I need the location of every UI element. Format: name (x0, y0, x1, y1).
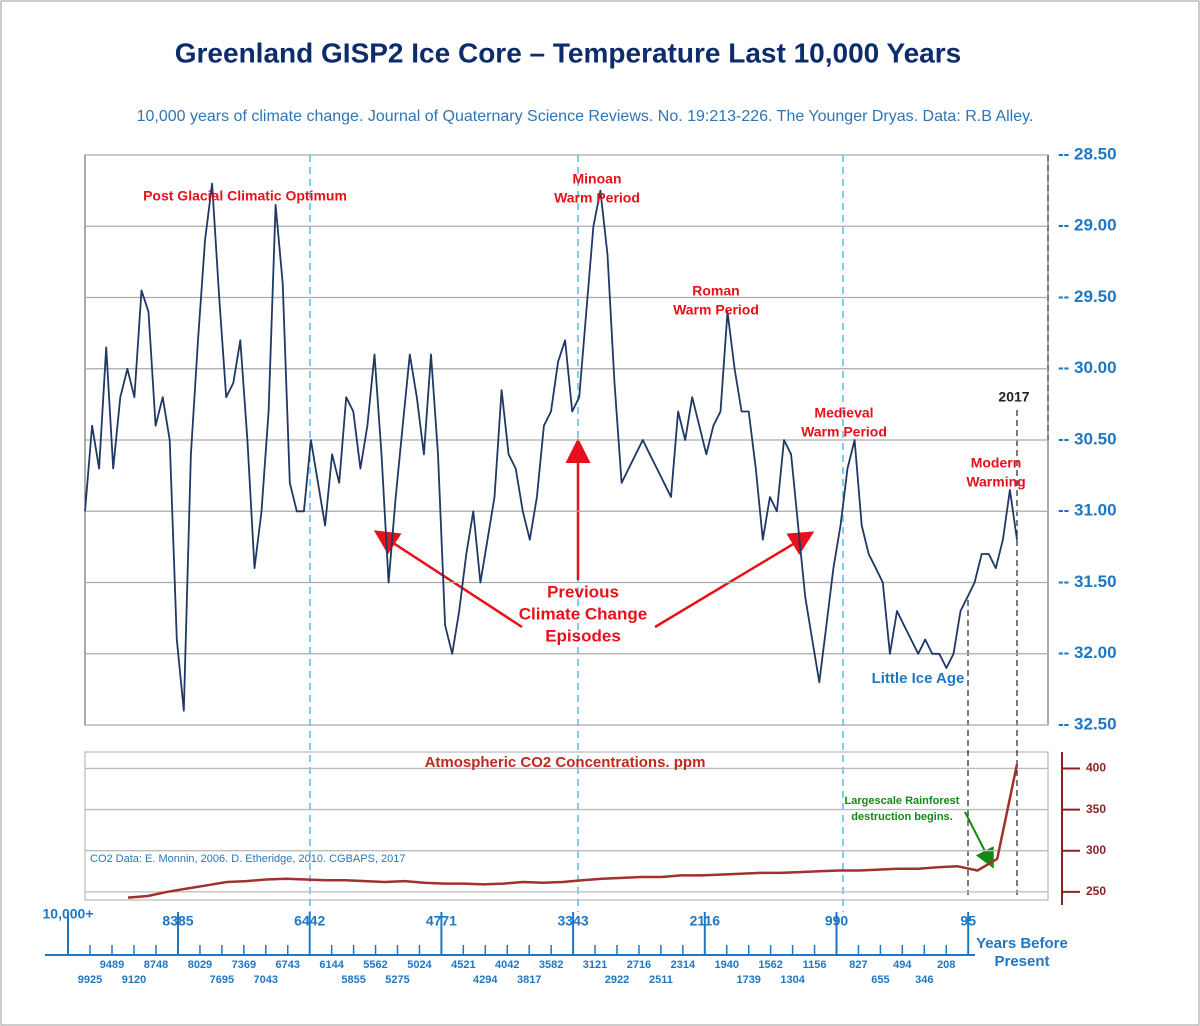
x-minor-label: 7043 (254, 974, 278, 986)
x-tick-label: 6442 (294, 913, 325, 929)
y-tick-label: 300 (1086, 843, 1106, 857)
x-minor-label: 5024 (407, 959, 432, 971)
x-tick-label: 2116 (690, 913, 721, 929)
x-minor-label: 9925 (78, 974, 102, 986)
x-minor-label: 3817 (517, 974, 541, 986)
x-minor-label: 5275 (385, 974, 409, 986)
x-minor-label: 208 (937, 959, 955, 971)
y-tick-label: -- 31.50 (1058, 572, 1117, 591)
annotation: destruction begins. (851, 811, 952, 823)
x-minor-label: 7695 (210, 974, 234, 986)
annotation: Warm Period (673, 302, 759, 318)
annotation: Roman (692, 283, 739, 299)
x-minor-label: 3582 (539, 959, 563, 971)
x-axis-label: Years Before (976, 935, 1068, 952)
y-tick-label: -- 32.00 (1058, 643, 1117, 662)
data-line (84, 182, 1018, 712)
y-tick-label: 350 (1086, 802, 1106, 816)
x-tick-label: 3343 (558, 913, 589, 929)
annotation: Warming (966, 474, 1025, 490)
y-tick-label: -- 31.00 (1058, 501, 1117, 520)
x-minor-label: 1940 (715, 959, 739, 971)
rainforest-arrow (964, 811, 994, 869)
chart-title: Greenland GISP2 Ice Core – Temperature L… (175, 37, 961, 68)
annotation: Warm Period (554, 190, 640, 206)
x-minor-label: 8029 (188, 959, 212, 971)
y-tick-label: -- 30.00 (1058, 358, 1117, 377)
x-minor-label: 2314 (671, 959, 696, 971)
annotation: Warm Period (801, 424, 887, 440)
x-minor-label: 3121 (583, 959, 607, 971)
x-minor-label: 4521 (451, 959, 475, 971)
annotation: CO2 Data: E. Monnin, 2006. D. Etheridge,… (90, 853, 406, 865)
annotation: Medieval (814, 405, 873, 421)
x-minor-label: 1304 (780, 974, 805, 986)
x-minor-label: 1739 (736, 974, 760, 986)
annotation: Little Ice Age (872, 670, 965, 687)
x-minor-label: 7369 (232, 959, 256, 971)
annotation: Post Glacial Climatic Optimum (143, 188, 347, 204)
x-axis-label: Present (994, 953, 1049, 970)
x-minor-label: 9489 (100, 959, 124, 971)
x-minor-label: 9120 (122, 974, 146, 986)
x-minor-label: 346 (915, 974, 933, 986)
y-tick-label: -- 29.50 (1058, 287, 1117, 306)
x-minor-label: 6743 (276, 959, 300, 971)
annotation: Minoan (573, 171, 622, 187)
annotation: Previous (547, 582, 619, 601)
x-tick-label: 990 (825, 913, 849, 929)
chart-subtitle: 10,000 years of climate change. Journal … (137, 108, 1034, 125)
co2-frame (84, 751, 1049, 901)
x-minor-label: 6144 (319, 959, 344, 971)
y-tick-label: 400 (1086, 761, 1106, 775)
x-minor-label: 655 (871, 974, 889, 986)
y-tick-label: -- 30.50 (1058, 429, 1117, 448)
x-minor-label: 5855 (341, 974, 365, 986)
data-line (127, 764, 1019, 899)
x-tick-label: 4771 (426, 913, 457, 929)
annotation: Largescale Rainforest (845, 795, 960, 807)
annotation: Climate Change (519, 604, 647, 623)
x-minor-label: 1562 (758, 959, 782, 971)
x-tick-label: 95 (960, 913, 976, 929)
x-minor-label: 1156 (803, 959, 827, 971)
x-minor-label: 4042 (495, 959, 519, 971)
annotation: Episodes (545, 626, 621, 645)
x-minor-label: 2716 (627, 959, 651, 971)
x-minor-label: 2511 (649, 974, 673, 986)
y-tick-label: -- 28.50 (1058, 144, 1117, 163)
x-minor-label: 494 (893, 959, 912, 971)
x-minor-label: 8748 (144, 959, 168, 971)
x-minor-label: 5562 (363, 959, 387, 971)
x-tick-label: 8385 (162, 913, 193, 929)
x-minor-label: 2922 (605, 974, 629, 986)
x-minor-label: 4294 (473, 974, 498, 986)
y-tick-label: 250 (1086, 884, 1106, 898)
annotation: Atmospheric CO2 Concentrations. ppm (425, 754, 706, 771)
y-tick-label: -- 32.50 (1058, 714, 1117, 733)
annotation: 2017 (998, 389, 1029, 405)
x-tick-label: 10,000+ (43, 906, 94, 922)
y-tick-label: -- 29.00 (1058, 216, 1117, 235)
x-minor-label: 827 (849, 959, 867, 971)
annotation: Modern (971, 455, 1022, 471)
